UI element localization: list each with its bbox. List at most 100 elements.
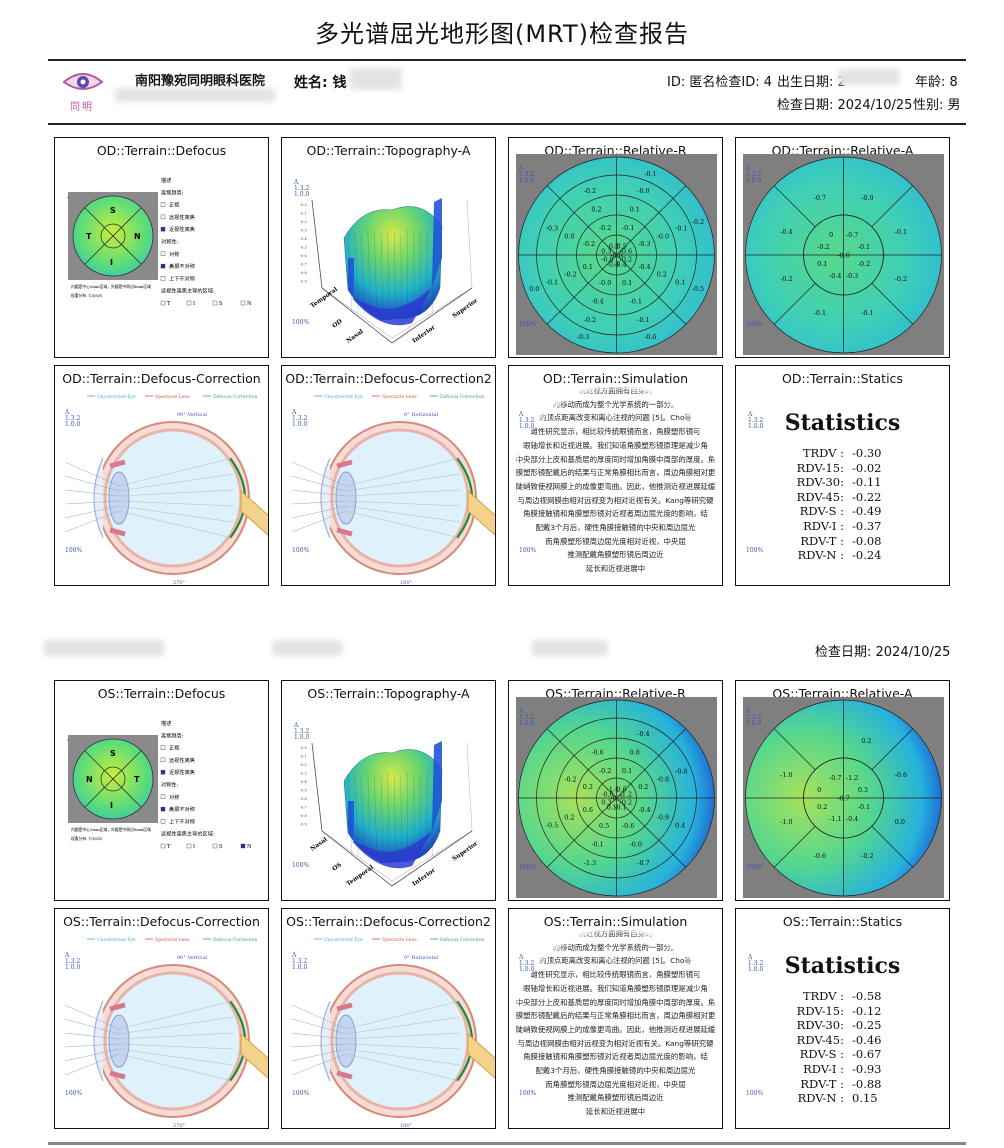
- map-value: 0.0: [895, 818, 905, 826]
- map-value: 0.1: [583, 263, 593, 271]
- map-value: -0.7: [838, 795, 850, 803]
- map-value: -0.2: [584, 187, 596, 195]
- cornea: [320, 457, 331, 539]
- statistics-row: RDV-S : -0.67: [776, 1047, 882, 1062]
- axis-tick: -0.5: [300, 246, 307, 250]
- statistic-key: RDV-15:: [796, 460, 844, 475]
- map-value: -0.1: [644, 170, 656, 178]
- map-value: -0.2: [620, 255, 632, 263]
- map-value: -0.2: [817, 243, 829, 251]
- scale-label-version: 1.0.0: [65, 421, 80, 428]
- statistic-key: RDV-T :: [800, 533, 844, 548]
- map-value: -0.4: [591, 298, 603, 306]
- map-value: -0.6: [814, 852, 826, 860]
- patient-name: 姓名: 钱: [294, 75, 347, 91]
- map-value: -0.7: [846, 231, 858, 239]
- axis-tick: -0.3: [300, 229, 307, 233]
- legend-item: 远视性离焦: [169, 756, 195, 764]
- scale-label-a: A: [291, 952, 297, 959]
- statistics-row: RDV-45: -0.22: [776, 490, 882, 505]
- region-label: S: [219, 301, 223, 307]
- topo-skirt: [352, 831, 432, 869]
- map-value: -1.0: [780, 771, 792, 779]
- panel-graphic: A1.3.21.0.0100%-0.8-0.5-0.6-0.2-0.4-0.3-…: [516, 154, 717, 355]
- map-value: -0.1: [858, 243, 870, 251]
- statistic-key: RDV-T :: [800, 1076, 844, 1091]
- map-value: -0.1: [895, 228, 907, 236]
- statistic-key: RDV-N :: [797, 1091, 844, 1106]
- map-value: -0.1: [814, 309, 826, 317]
- map-value: 0.2: [638, 783, 648, 791]
- region-checkbox: [212, 300, 218, 306]
- scale-label-version: 1.0.0: [746, 720, 761, 727]
- statistic-value: -0.02: [852, 460, 882, 475]
- scale-label-a: A: [64, 952, 70, 959]
- region-checkbox: [160, 300, 166, 306]
- map-value: -0.2: [861, 852, 873, 860]
- scale-label-range: 1.3.2: [746, 171, 761, 178]
- map-value: -0.6: [620, 248, 632, 256]
- axis-label: OS: [331, 861, 343, 872]
- panel-graphic: Uncorrected Eye Spectacle Lens Defocus Cor…: [64, 937, 268, 1128]
- axis-tick: -0.4: [300, 780, 308, 784]
- simulation-line: 与周边视网膜由相对远视变为相对近视有关。Kang等研究硬: [517, 1038, 714, 1048]
- map-value: -0.3: [577, 333, 589, 341]
- scale-label-version: 1.0.0: [292, 964, 307, 971]
- axis-tick: -0.9: [300, 823, 307, 827]
- legend-item: 近视性离焦: [169, 225, 195, 233]
- map-value: -0.2: [599, 224, 611, 232]
- panel-graphic: Uncorrected Eye Spectacle Lens Defocus Cor…: [291, 937, 495, 1128]
- sector-label: I: [110, 801, 113, 810]
- region-label: T: [167, 301, 171, 307]
- legend-entry: Defocus Correction: [440, 937, 484, 943]
- legend-item: 描述: [161, 719, 171, 727]
- od-statistics-panel: OD::Terrain::Statics A 1.3.2 1.0.0 100% Stati…: [735, 365, 950, 586]
- map-value: -0.7: [814, 194, 826, 202]
- simulation-line: 而角膜塑形镜周边屈光度相对近视，中央屈: [545, 1079, 686, 1089]
- map-value: -0.0: [657, 232, 669, 240]
- sector-label: T: [86, 232, 92, 241]
- redacted-block: [115, 88, 275, 102]
- map-value: 0.2: [591, 205, 601, 213]
- statistic-key: RDV-15:: [796, 1003, 844, 1018]
- legend-item: 远视性离焦: [169, 213, 195, 221]
- statistic-key: RDV-S :: [799, 1047, 844, 1062]
- scale-label-a: A: [293, 722, 299, 729]
- map-value: -0.0: [601, 791, 613, 799]
- axis-label: Nasal: [345, 328, 365, 345]
- os-relative-r-panel: OS::Terrain::Relative-R A 1.3.2 1.0.0 100% -0…: [508, 680, 723, 901]
- simulation-line: 眼轴增长和近视进展。我们知道角膜塑形镜原理是减少角: [523, 440, 708, 450]
- simulation-line: 配戴3个月后，硬性角膜接触镜的中央和周边屈光: [535, 523, 696, 533]
- panel-title: OS::Terrain::Defocus: [97, 686, 226, 701]
- panel-graphic: A1.3.21.0.0100%-0.7-1.20.3-0.1-0.4-1.10.…: [743, 697, 944, 898]
- simulation-line: 延长和近视进展中: [585, 564, 646, 574]
- axis-tick: -0.7: [300, 263, 307, 267]
- eye-logo-icon: [62, 73, 104, 90]
- map-value: -0.3: [607, 261, 619, 269]
- map-value: -0.4: [637, 730, 649, 738]
- legend-checkbox: [160, 226, 166, 232]
- map-value: -0.2: [607, 242, 619, 250]
- map-value: 0.2: [657, 271, 667, 279]
- redacted-block: [44, 640, 164, 656]
- map-value: 0.8: [630, 748, 640, 756]
- simulation-line: 陡峭致使视网膜上的成像更弯曲。因此，他推测近视进展延缓: [515, 481, 716, 491]
- legend-entry: Spectacle Lens: [382, 394, 417, 400]
- scale-label-a: A: [518, 954, 524, 961]
- scale-label-version: 1.0.0: [519, 966, 534, 973]
- scale-label-range: 1.3.2: [519, 171, 534, 178]
- panel-graphic: A1.3.21.0.0 100%: [746, 954, 763, 1097]
- scale-label-version: 1.0.0: [292, 421, 307, 428]
- map-value: -0.8: [675, 768, 687, 776]
- legend-checkbox: [160, 757, 166, 763]
- iris: [336, 1002, 353, 1080]
- legend-checkbox: [160, 745, 166, 750]
- axis-label: Superior: [451, 840, 480, 863]
- os-defocus-correction2-panel: OS::Terrain::Defocus-Correction2 Uncorrec…: [281, 908, 496, 1129]
- map-value: -0.4: [638, 806, 650, 814]
- statistics-row: RDV-I : -0.37: [776, 519, 881, 534]
- map-value: -1.2: [846, 774, 858, 782]
- map-value: -0.6: [622, 822, 634, 830]
- panel-title: OD::Terrain::Defocus-Correction: [62, 371, 261, 386]
- scale-label-percent: 100%: [65, 547, 82, 554]
